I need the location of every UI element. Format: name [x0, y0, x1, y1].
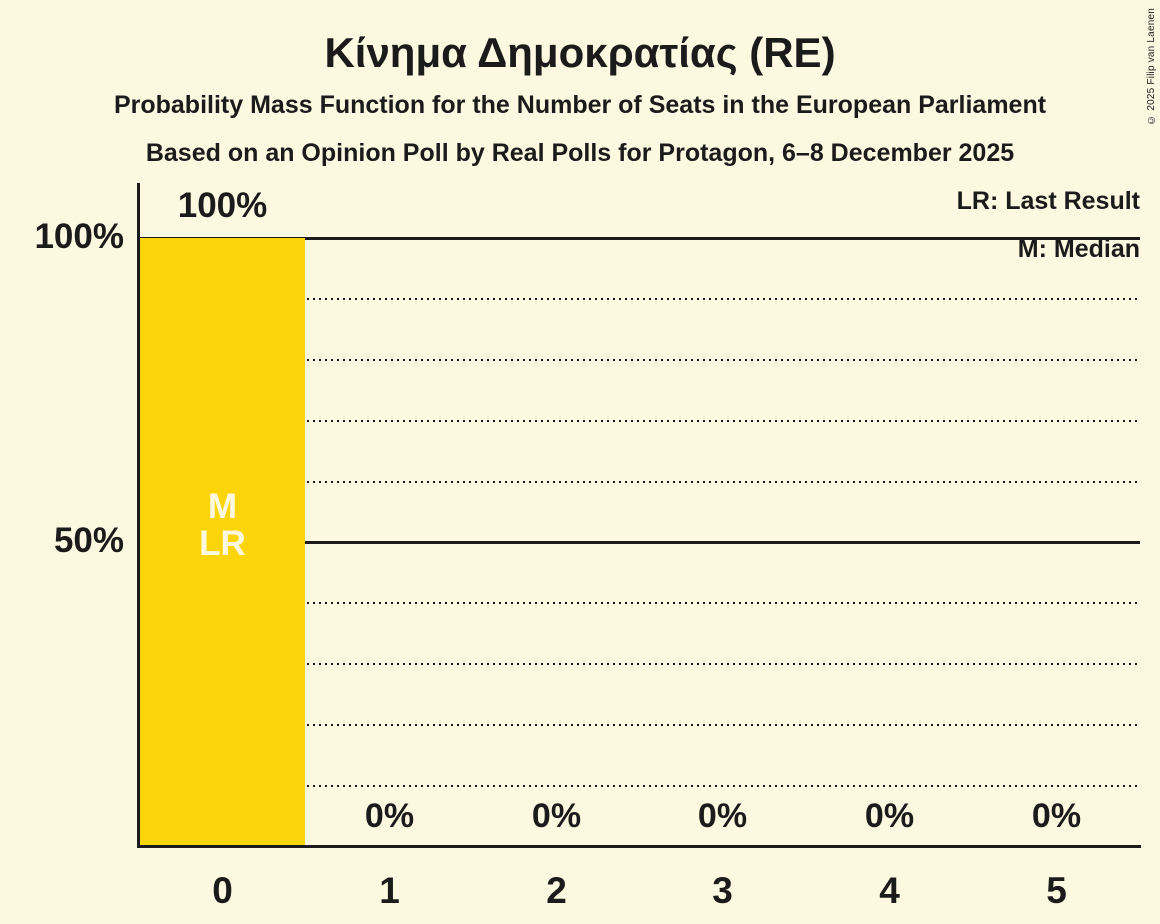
y-axis-line [137, 183, 140, 848]
gridline-40-dotted [139, 602, 1140, 604]
bar-value-label-seat-4: 0% [864, 797, 915, 835]
bar-seat-0 [140, 238, 305, 845]
y-axis-label-100: 100% [34, 217, 124, 256]
x-axis-line [137, 845, 1141, 848]
bar-value-label-seat-2: 0% [531, 797, 582, 835]
legend-last-result-label: LR: Last Result [956, 187, 1140, 215]
median-marker-label: M [207, 487, 238, 526]
last-result-marker-label: LR [199, 524, 246, 563]
gridline-10-dotted [139, 785, 1140, 787]
gridline-80-dotted [139, 359, 1140, 361]
gridline-100-solid [139, 237, 1140, 240]
bar-value-label-seat-0: 100% [177, 186, 268, 225]
gridline-60-dotted [139, 481, 1140, 483]
gridline-70-dotted [139, 420, 1140, 422]
x-axis-label-4: 4 [879, 870, 900, 911]
x-axis-label-0: 0 [212, 870, 233, 911]
x-axis-label-2: 2 [546, 870, 567, 911]
bar-value-label-seat-3: 0% [697, 797, 748, 835]
y-axis-label-50: 50% [53, 521, 124, 560]
copyright-notice: © 2025 Filip van Laenen [1146, 8, 1157, 125]
gridline-20-dotted [139, 724, 1140, 726]
bar-value-label-seat-1: 0% [364, 797, 415, 835]
bar-value-label-seat-5: 0% [1031, 797, 1082, 835]
x-axis-label-1: 1 [379, 870, 400, 911]
gridline-30-dotted [139, 663, 1140, 665]
gridline-50-solid [139, 541, 1140, 544]
x-axis-label-3: 3 [712, 870, 733, 911]
x-axis-label-5: 5 [1046, 870, 1067, 911]
gridline-90-dotted [139, 298, 1140, 300]
chart-title: Κίνημα Δημοκρατίας (RE) [324, 29, 836, 76]
legend-median-label: M: Median [1017, 235, 1140, 263]
chart-subtitle: Probability Mass Function for the Number… [113, 91, 1047, 119]
bar-inner-annotations: M LR [139, 488, 306, 562]
poll-details: Based on an Opinion Poll by Real Polls f… [145, 139, 1015, 167]
